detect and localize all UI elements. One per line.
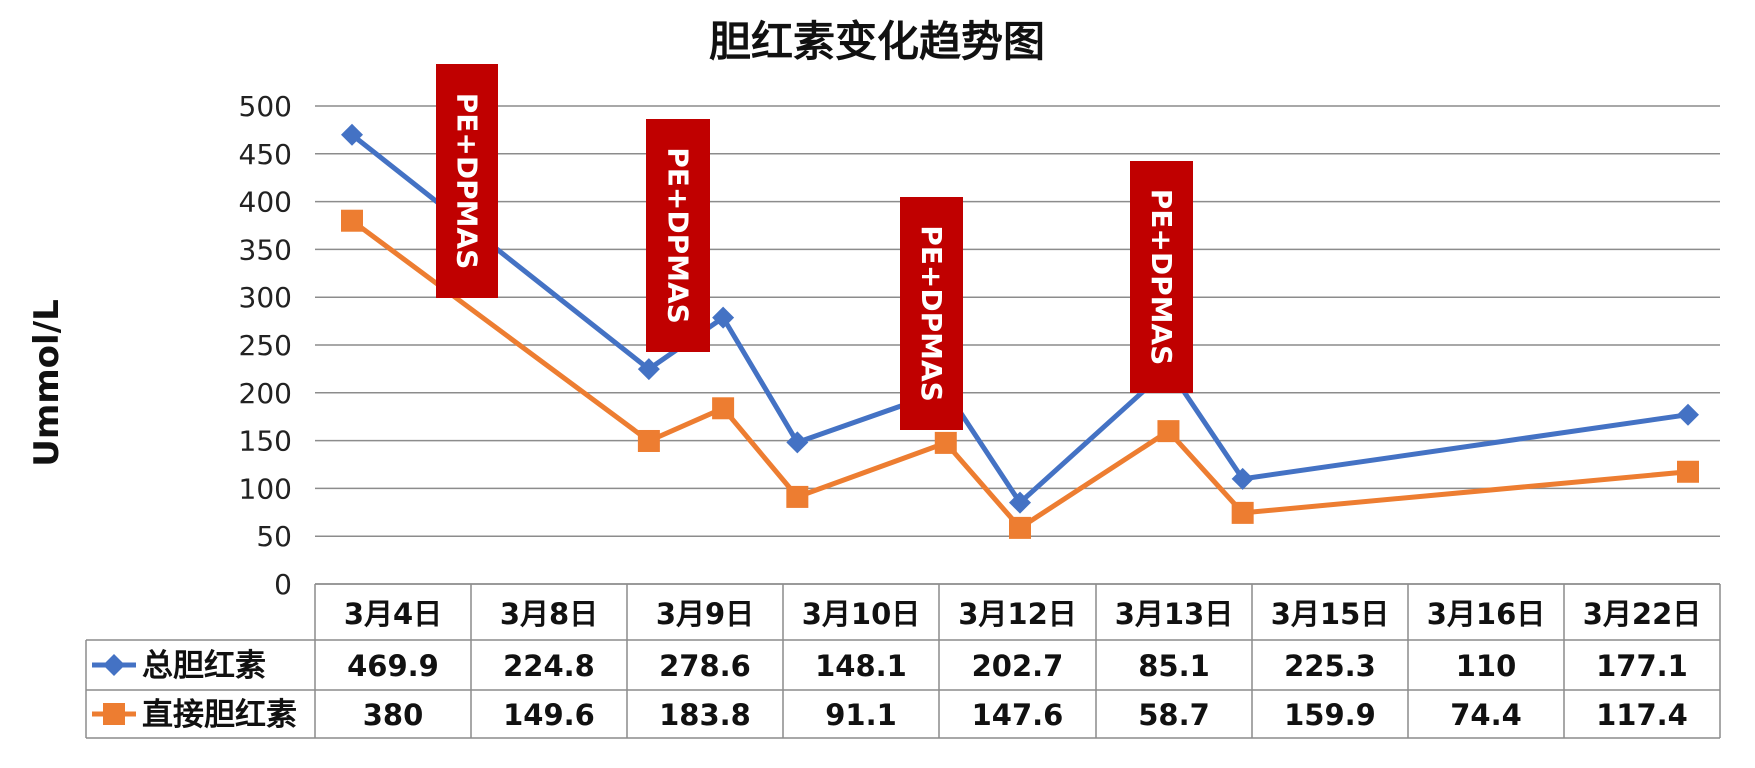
data-label: 202.7: [972, 649, 1064, 683]
data-point: [341, 209, 363, 232]
annotation-label: PE+DPMAS: [915, 225, 948, 402]
data-label: 224.8: [503, 649, 595, 683]
y-tick-label: 200: [239, 377, 292, 410]
category-label: 3月15日: [1271, 597, 1390, 631]
y-tick-labels: 0 50 100 150 200 250 300 350 400 450 500: [239, 90, 292, 601]
legend-marker: [103, 654, 125, 676]
annotation-rect: [1130, 161, 1193, 393]
annotation-rect: [436, 64, 498, 298]
data-label: 74.4: [1450, 698, 1522, 732]
data-point: [786, 431, 809, 454]
data-table: 3月4日 3月8日 3月9日 3月10日 3月12日 3月13日 3月15日 3月16日 3月2…: [85, 583, 1721, 739]
chart-title: 胆红素变化趋势图: [709, 17, 1045, 66]
y-tick-label: 150: [239, 425, 292, 458]
category-label: 3月16日: [1427, 597, 1546, 631]
data-point: [1009, 516, 1031, 539]
annotation-label: PE+DPMAS: [1145, 189, 1178, 366]
annotation-box: PE+DPMAS: [1130, 161, 1193, 393]
annotation-box: PE+DPMAS: [646, 119, 710, 352]
data-label: 148.1: [815, 649, 907, 683]
data-point: [1677, 460, 1699, 483]
data-label: 278.6: [659, 649, 751, 683]
annotation-rect: [646, 119, 710, 352]
category-label: 3月13日: [1115, 597, 1234, 631]
gridlines: [315, 105, 1720, 585]
data-label: 91.1: [825, 698, 897, 732]
series-lines: [341, 123, 1699, 539]
data-label: 225.3: [1284, 649, 1376, 683]
y-tick-label: 0: [274, 568, 292, 601]
annotation-rect: [900, 197, 963, 430]
data-point: [712, 397, 735, 420]
data-label: 147.6: [972, 698, 1064, 732]
data-point: [637, 358, 660, 381]
category-label: 3月22日: [1583, 597, 1702, 631]
y-tick-label: 450: [239, 138, 292, 171]
series-line: [350, 132, 1689, 506]
y-tick-label: 100: [239, 472, 292, 505]
y-tick-label: 250: [239, 329, 292, 362]
y-tick-label: 400: [239, 186, 292, 219]
category-label: 3月10日: [802, 597, 921, 631]
data-point: [1677, 403, 1699, 426]
legend-label: 总胆红素: [142, 648, 266, 684]
y-tick-label: 300: [239, 281, 292, 314]
y-tick-label: 350: [239, 233, 292, 266]
annotation-label: PE+DPMAS: [451, 93, 484, 270]
data-point: [637, 429, 660, 452]
legend-marker: [103, 703, 125, 725]
data-label: 469.9: [347, 649, 439, 683]
category-label: 3月4日: [344, 597, 442, 631]
data-label: 149.6: [503, 698, 595, 732]
data-label: 177.1: [1596, 649, 1688, 683]
series-line: [350, 218, 1689, 531]
y-tick-label: 50: [256, 520, 292, 553]
data-label: 117.4: [1596, 698, 1688, 732]
y-tick-label: 500: [239, 90, 292, 123]
annotation-box: PE+DPMAS: [900, 197, 963, 430]
data-point: [934, 431, 957, 454]
data-label: 183.8: [659, 698, 751, 732]
category-label: 3月8日: [500, 597, 598, 631]
data-point: [712, 306, 735, 329]
data-point: [786, 485, 809, 508]
data-point: [1231, 467, 1254, 490]
data-point: [1231, 501, 1254, 524]
y-axis-label: Ummol/L: [27, 299, 67, 467]
category-label: 3月12日: [958, 597, 1077, 631]
data-label: 159.9: [1284, 698, 1376, 732]
data-label: 58.7: [1138, 698, 1210, 732]
data-point: [1009, 491, 1031, 514]
annotations: PE+DPMAS PE+DPMAS PE+DPMAS PE+DPMAS: [436, 64, 1193, 430]
data-label: 85.1: [1138, 649, 1210, 683]
category-label: 3月9日: [656, 597, 754, 631]
legend-label: 直接胆红素: [142, 697, 297, 733]
data-point: [341, 123, 363, 146]
data-label: 380: [363, 698, 424, 732]
annotation-box: PE+DPMAS: [436, 64, 498, 298]
data-point: [1157, 420, 1180, 443]
annotation-label: PE+DPMAS: [662, 147, 695, 324]
data-label: 110: [1456, 649, 1517, 683]
